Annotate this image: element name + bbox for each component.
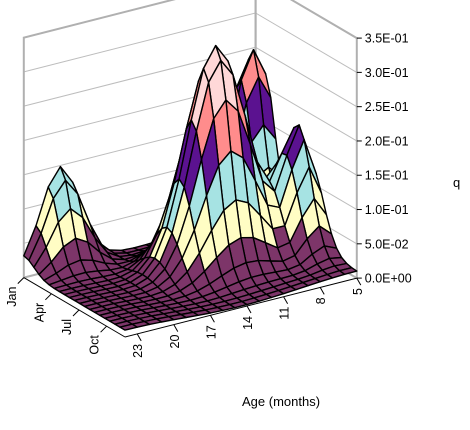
- age-tick-mark: [356, 277, 362, 286]
- z-tick-label: 1.5E-01: [365, 169, 409, 183]
- z-tick-label: 2.5E-01: [365, 100, 409, 114]
- age-axis-label: Age (months): [242, 394, 320, 409]
- surface-cell: [119, 323, 138, 331]
- z-axis-label: q: [453, 175, 460, 190]
- z-tick-label: 3.5E-01: [365, 32, 409, 46]
- age-axis-line: [124, 277, 357, 338]
- month-axis-line: [23, 277, 126, 338]
- age-tick-label: 8: [314, 297, 328, 304]
- month-tick-mark: [100, 325, 107, 333]
- month-tick-mark: [17, 277, 25, 284]
- month-tick-label: Jan: [5, 287, 19, 307]
- z-tick-label: 0.0E+00: [365, 272, 412, 286]
- surface-plot: [23, 44, 358, 331]
- z-gridline: [23, 0, 358, 39]
- month-axis-ticks: Jan Apr Jul Oct: [5, 277, 107, 355]
- age-tick-label: 17: [204, 325, 218, 339]
- age-tick-mark: [173, 324, 179, 332]
- age-tick-mark: [136, 333, 142, 342]
- age-tick-label: 14: [241, 316, 255, 330]
- age-tick-label: 11: [278, 307, 292, 320]
- age-tick-mark: [246, 305, 252, 314]
- z-tick-label: 5.0E-02: [365, 237, 409, 251]
- month-tick-label: Oct: [88, 335, 102, 355]
- age-tick-mark: [209, 315, 215, 323]
- month-tick-mark: [72, 309, 80, 317]
- month-tick-label: Apr: [32, 303, 46, 322]
- z-tick-label: 2.0E-01: [365, 134, 409, 148]
- z-tick-label: 3.0E-01: [365, 66, 409, 80]
- age-tick-label: 20: [168, 335, 182, 349]
- z-axis-ticks: 0.0E+00 5.0E-02 1.0E-01 1.5E-01 2.0E-01 2.5E-…: [356, 32, 412, 286]
- age-tick-mark: [283, 296, 289, 304]
- month-tick-mark: [45, 293, 52, 301]
- age-tick-mark: [319, 287, 325, 295]
- z-tick-label: 1.0E-01: [365, 203, 409, 217]
- month-tick-label: Jul: [60, 319, 74, 335]
- age-axis-ticks: 23 20 17 14 11 8 5: [131, 277, 365, 358]
- age-tick-label: 23: [131, 344, 145, 358]
- age-tick-label: 5: [351, 288, 365, 295]
